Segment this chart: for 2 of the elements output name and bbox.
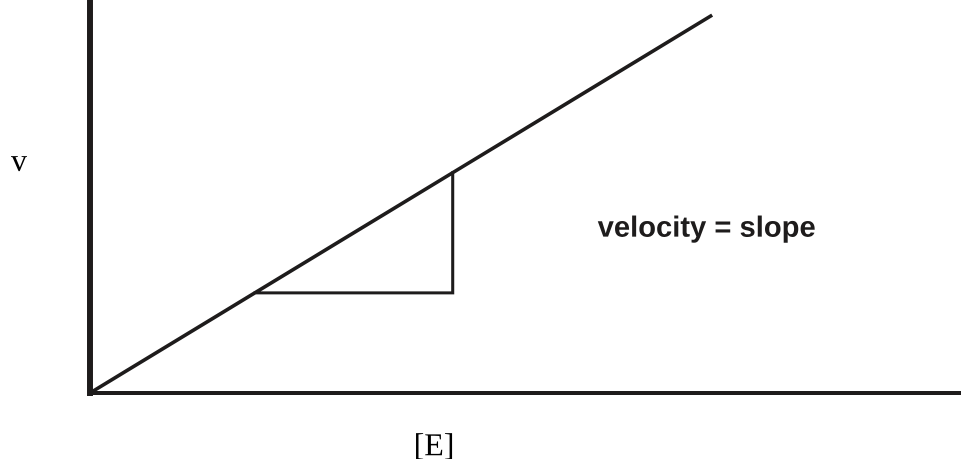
annotation: velocity = slope [598,216,815,243]
y-axis-title: v [11,156,27,172]
